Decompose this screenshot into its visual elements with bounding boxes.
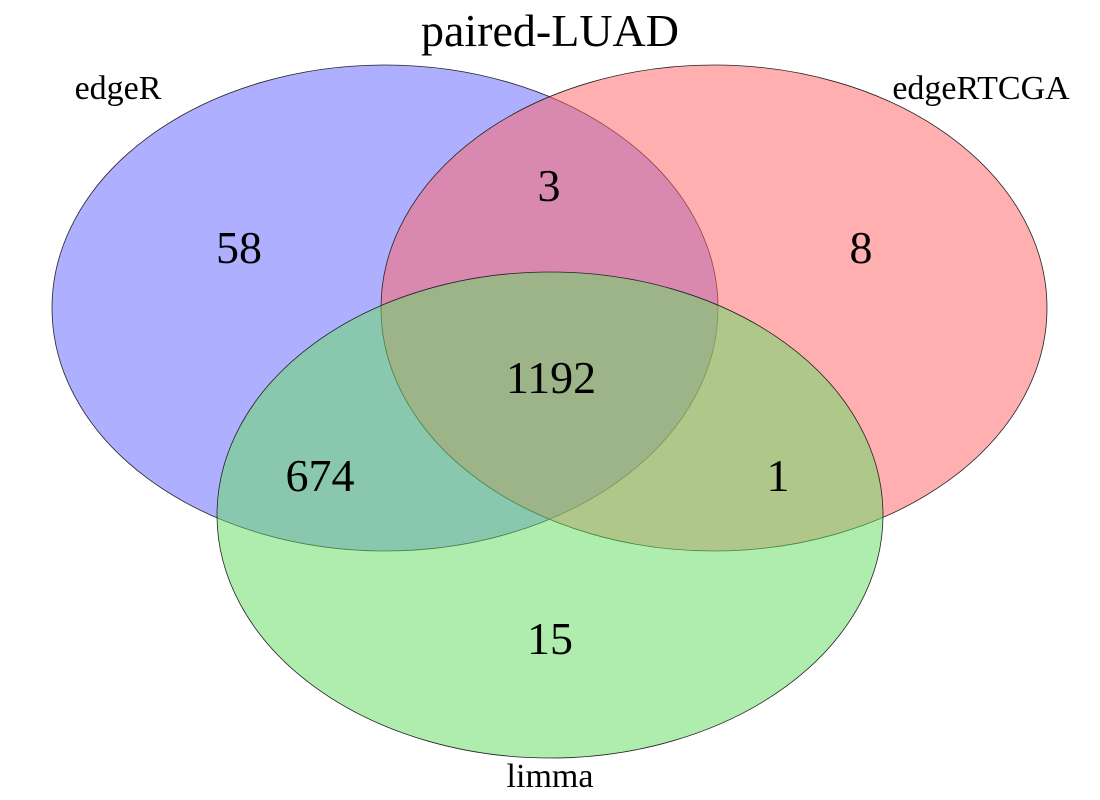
set-limma-ellipse [216, 271, 884, 759]
count-edgeR-edgeRTCGA: 3 [538, 160, 561, 211]
count-edgeRTCGA-limma: 1 [767, 450, 790, 501]
count-limma-only: 15 [527, 613, 573, 664]
diagram-title: paired-LUAD [421, 5, 679, 56]
set-label-edgeR: edgeR [75, 70, 162, 107]
set-label-edgeRTCGA: edgeRTCGA [892, 70, 1070, 107]
count-edgeR-limma: 674 [286, 450, 355, 501]
count-all-three: 1192 [506, 352, 596, 403]
count-edgeRTCGA-only: 8 [850, 222, 873, 273]
count-edgeR-only: 58 [216, 222, 262, 273]
set-label-limma: limma [507, 758, 594, 795]
